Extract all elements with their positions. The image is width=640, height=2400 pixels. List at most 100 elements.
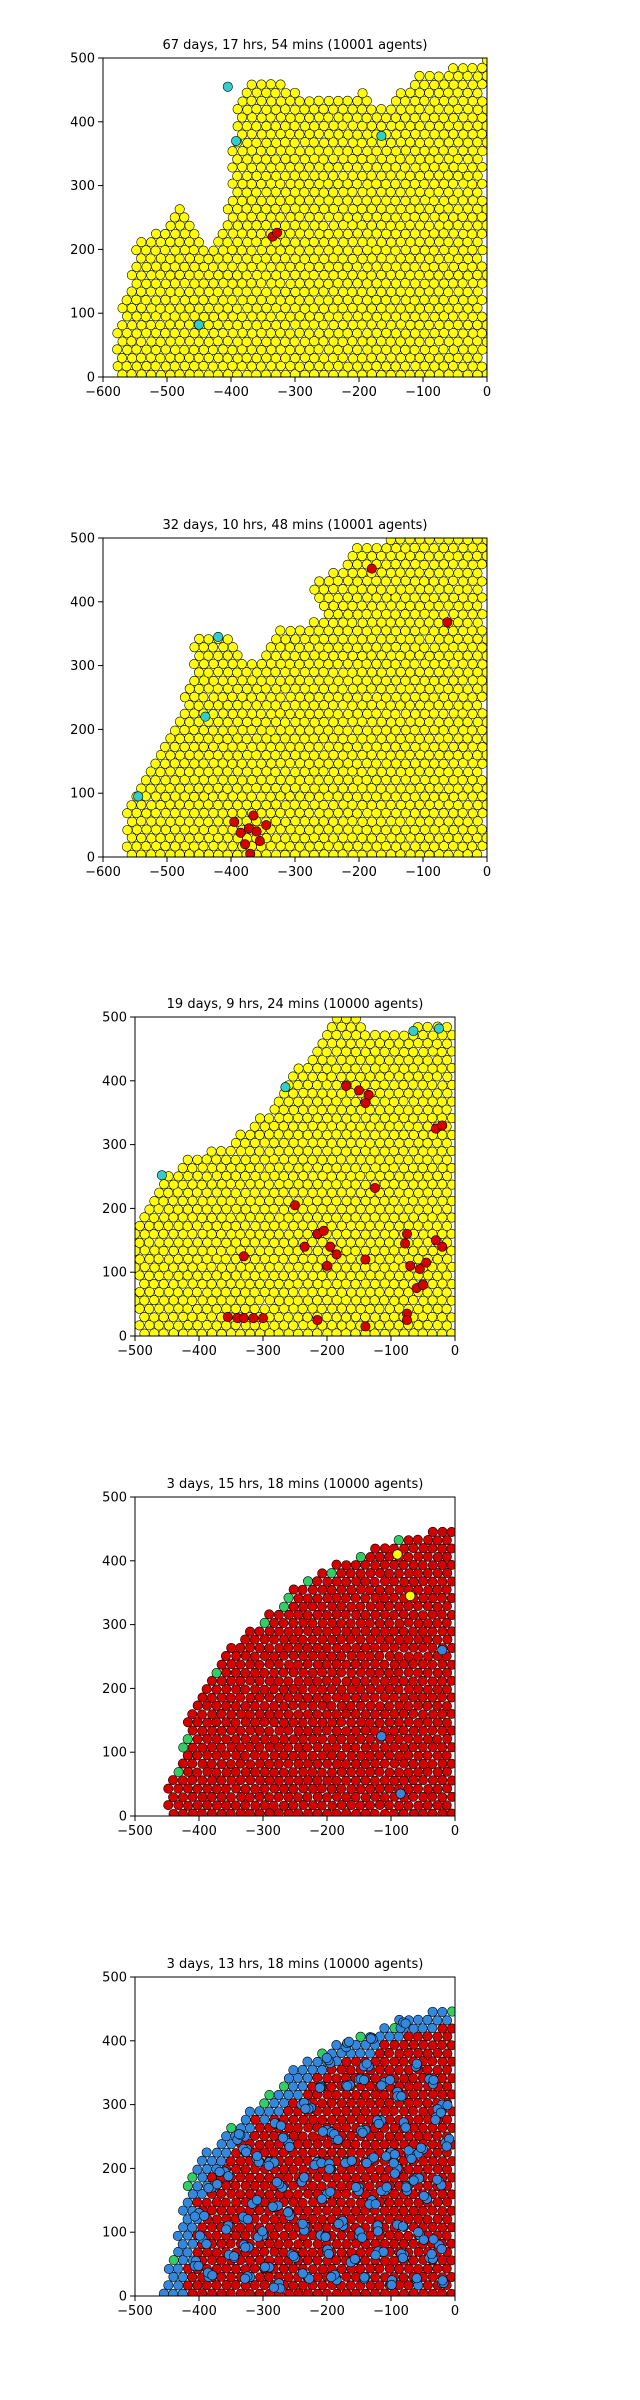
x-tick-label: 0 xyxy=(483,385,491,400)
minority-cell xyxy=(360,1254,371,1265)
minority-cell xyxy=(240,839,251,850)
minority-cell xyxy=(426,2249,437,2260)
minority-cell xyxy=(428,2234,439,2245)
minority-cell xyxy=(413,2227,424,2238)
minority-cells xyxy=(156,1023,448,1332)
minority-cells xyxy=(376,1549,448,1799)
y-tick-label: 300 xyxy=(102,1138,127,1153)
x-tick-label: 0 xyxy=(451,1824,459,1839)
minority-cell xyxy=(349,2254,360,2265)
minority-cell xyxy=(376,130,387,141)
minority-cell xyxy=(373,2118,384,2129)
minority-cell xyxy=(300,2103,311,2114)
plot-area xyxy=(163,1526,455,1816)
minority-cell xyxy=(321,1260,332,1271)
minority-cell xyxy=(388,2158,399,2169)
y-tick-label: 500 xyxy=(70,52,95,67)
x-tick-label: −200 xyxy=(341,865,377,880)
minority-cell xyxy=(437,1645,448,1656)
x-tick-label: −600 xyxy=(85,385,121,400)
agent-cells xyxy=(112,58,487,377)
minority-cell xyxy=(299,2172,310,2183)
minority-cell xyxy=(381,2151,392,2162)
minority-cell xyxy=(366,563,377,574)
minority-cell xyxy=(248,810,259,821)
minority-cell xyxy=(251,2194,262,2205)
x-tick-label: −400 xyxy=(213,865,249,880)
minority-cell xyxy=(252,2151,263,2162)
minority-cell xyxy=(259,2261,270,2272)
x-tick-label: −300 xyxy=(245,1824,281,1839)
minority-cell xyxy=(437,1120,448,1131)
y-axis: 0 100 200 300 400 500 xyxy=(102,1491,135,1825)
minority-cell xyxy=(133,791,144,802)
minority-cell xyxy=(223,2171,234,2182)
y-axis: 0 100 200 300 400 500 xyxy=(102,1011,135,1345)
x-axis: −500 −400 −300 −200 −100 0 xyxy=(117,2296,459,2319)
minority-cell xyxy=(267,2201,278,2212)
minority-cell xyxy=(257,1313,268,1324)
y-axis: 0 100 200 300 400 500 xyxy=(102,1971,135,2305)
minority-cell xyxy=(418,2190,429,2201)
minority-cell xyxy=(408,2175,419,2186)
minority-cell xyxy=(318,1225,329,1236)
y-tick-label: 400 xyxy=(70,115,95,130)
agent-cells xyxy=(121,538,487,857)
minority-cell xyxy=(442,2100,453,2111)
minority-cell xyxy=(343,2036,354,2047)
minority-cell xyxy=(353,1085,364,1096)
minority-cell xyxy=(369,1182,380,1193)
minority-cell xyxy=(360,1321,371,1332)
minority-cell xyxy=(325,2186,336,2197)
chart-panel-4: 3 days, 15 hrs, 18 mins (10000 agents) −5… xyxy=(102,1477,459,1839)
minority-cell xyxy=(245,848,256,857)
minority-cell xyxy=(418,2234,429,2245)
minority-cell xyxy=(357,2127,368,2138)
minority-cell xyxy=(351,2182,362,2193)
minority-cell xyxy=(428,2075,439,2086)
minority-cell xyxy=(433,1023,444,1034)
minority-cell xyxy=(189,2211,200,2222)
y-tick-label: 200 xyxy=(70,723,95,738)
x-tick-label: −400 xyxy=(181,1824,217,1839)
minority-cell xyxy=(437,2275,448,2286)
minority-cell xyxy=(272,227,283,238)
x-tick-label: −100 xyxy=(373,1824,409,1839)
minority-cell xyxy=(421,1257,432,1268)
minority-cell xyxy=(326,2272,337,2283)
x-tick-label: −500 xyxy=(117,2304,153,2319)
minority-cell xyxy=(416,2142,427,2153)
minority-cell xyxy=(411,2273,422,2284)
y-tick-label: 100 xyxy=(70,787,95,802)
x-tick-label: −100 xyxy=(405,865,441,880)
minority-cell xyxy=(414,1264,425,1275)
y-tick-label: 100 xyxy=(70,307,95,322)
minority-cell xyxy=(331,1249,342,1260)
minority-cell xyxy=(408,1026,419,1037)
minority-cell xyxy=(275,2120,286,2131)
agent-cells xyxy=(163,1526,455,1816)
x-tick-label: −200 xyxy=(309,2304,345,2319)
minority-cell xyxy=(234,2129,245,2140)
plot-area xyxy=(135,1017,455,1336)
y-tick-label: 100 xyxy=(102,1266,127,1281)
minority-cell xyxy=(248,1313,259,1324)
chart-title: 19 days, 9 hrs, 24 mins (10000 agents) xyxy=(167,997,424,1012)
minority-cell xyxy=(401,1228,412,1239)
minority-cell xyxy=(316,2193,327,2204)
x-tick-label: 0 xyxy=(451,2304,459,2319)
minority-cell xyxy=(297,2218,308,2229)
minority-cell xyxy=(241,2146,252,2157)
minority-cell xyxy=(333,2218,344,2229)
minority-cell xyxy=(251,826,262,837)
minority-cell xyxy=(235,827,246,838)
minority-cell xyxy=(321,2052,332,2063)
minority-cell xyxy=(370,2250,381,2261)
x-tick-label: −200 xyxy=(341,385,377,400)
minority-cell xyxy=(240,2242,251,2253)
y-tick-label: 0 xyxy=(119,2290,127,2305)
axes-frame xyxy=(134,1496,456,1817)
minority-cell xyxy=(194,319,205,330)
chart-panel-5: 3 days, 13 hrs, 18 mins (10000 agents) −5… xyxy=(102,1957,459,2319)
minority-cell xyxy=(283,2207,294,2218)
